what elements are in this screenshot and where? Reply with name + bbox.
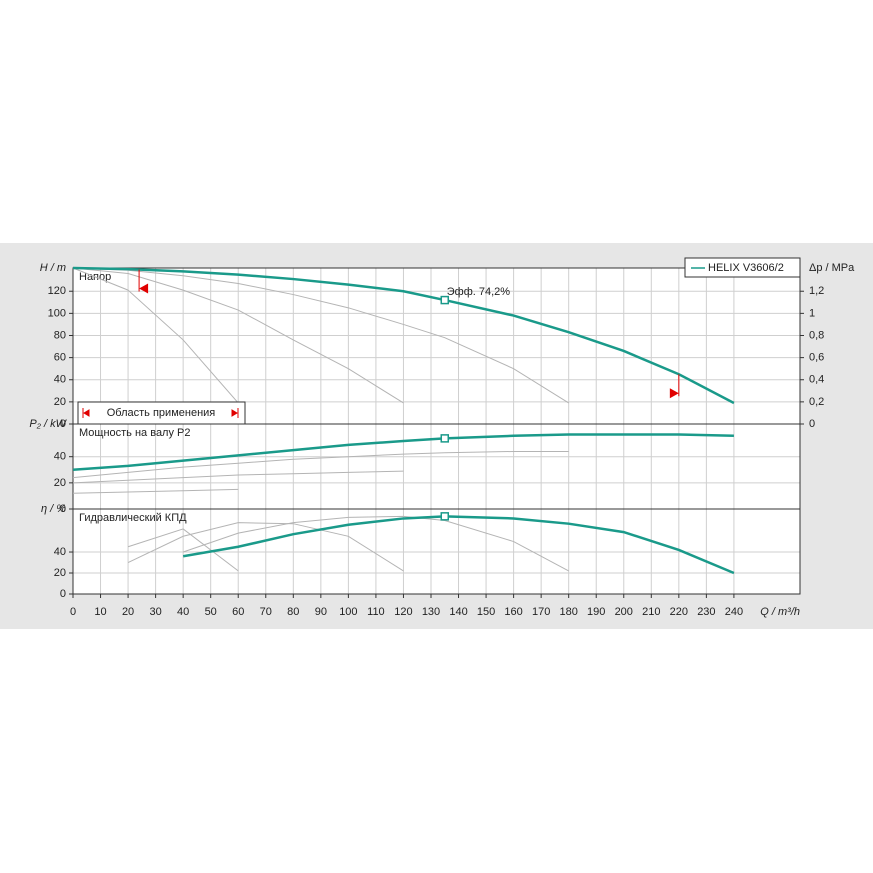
x-tick-label: 200 — [615, 606, 633, 618]
x-tick-label: 60 — [232, 606, 244, 618]
operating-point — [440, 512, 450, 521]
y2-tick-label: 0,8 — [809, 329, 824, 341]
x-tick-label: 150 — [477, 606, 495, 618]
y2-tick-label: 1 — [809, 307, 815, 319]
y-tick-label: 100 — [48, 307, 66, 319]
x-tick-label: 180 — [560, 606, 578, 618]
x-tick-label: 0 — [70, 606, 76, 618]
curve — [72, 266, 735, 405]
x-tick-label: 100 — [339, 606, 357, 618]
range-arrows — [82, 408, 239, 418]
curve — [127, 522, 404, 572]
curve — [72, 433, 734, 472]
x-tick-label: 10 — [94, 606, 106, 618]
curve — [72, 470, 404, 484]
y2-tick-label: 0,2 — [809, 396, 824, 408]
x-tick-label: 90 — [315, 606, 327, 618]
x-tick-label: 220 — [670, 606, 688, 618]
y-axis-label: P₂ / kW — [29, 418, 67, 430]
x-tick-label: 230 — [697, 606, 715, 618]
x-tick-label: 80 — [287, 606, 299, 618]
y-tick-label: 20 — [54, 567, 66, 579]
range-marker — [139, 283, 149, 294]
curve — [72, 488, 239, 494]
y-tick-label: 120 — [48, 285, 66, 297]
y-axis-label: η / % — [41, 503, 66, 515]
operating-point — [440, 434, 450, 443]
legend-label: HELIX V3606/2 — [708, 262, 784, 274]
y-tick-label: 0 — [60, 588, 66, 600]
y2-tick-label: 1,2 — [809, 285, 824, 297]
x-tick-label: 110 — [367, 606, 385, 618]
x-tick-label: 210 — [642, 606, 660, 618]
x-tick-label: 50 — [205, 606, 217, 618]
range-marker — [669, 388, 679, 399]
operating-point — [440, 295, 450, 305]
y-tick-label: 0 — [60, 503, 66, 515]
x-tick-label: 130 — [422, 606, 440, 618]
panel-title: Мощность на валу P2 — [79, 427, 191, 439]
y2-tick-label: 0,4 — [809, 374, 824, 386]
x-tick-label: 70 — [260, 606, 272, 618]
operating-point-label: Эфф. 74,2% — [447, 286, 511, 298]
x-tick-label: 170 — [532, 606, 550, 618]
range-label: Область применения — [107, 407, 216, 419]
curve — [72, 267, 404, 404]
curve — [72, 267, 569, 404]
x-tick-label: 160 — [504, 606, 522, 618]
curve — [72, 450, 569, 479]
curve — [127, 528, 239, 572]
y2-axis-label: Δp / MPa — [809, 262, 855, 274]
y2-tick-label: 0,6 — [809, 352, 824, 364]
y-axis-label: H / m — [40, 262, 66, 274]
x-tick-label: 190 — [587, 606, 605, 618]
x-tick-label: 30 — [149, 606, 161, 618]
y-tick-label: 80 — [54, 329, 66, 341]
curve — [182, 515, 569, 572]
x-tick-label: 40 — [177, 606, 189, 618]
panel-title: Гидравлический КПД — [79, 512, 187, 524]
y-tick-label: 20 — [54, 477, 66, 489]
y-tick-label: 40 — [54, 451, 66, 463]
x-tick-label: 120 — [394, 606, 412, 618]
y-tick-label: 60 — [54, 352, 66, 364]
x-tick-label: 140 — [449, 606, 467, 618]
y-tick-label: 40 — [54, 374, 66, 386]
curve — [72, 267, 239, 404]
y-tick-label: 20 — [54, 396, 66, 408]
x-tick-label: 20 — [122, 606, 134, 618]
x-axis-label: Q / m³/h — [760, 606, 800, 618]
y-tick-label: 0 — [60, 418, 66, 430]
y2-tick-label: 0 — [809, 418, 815, 430]
legend-box — [684, 257, 801, 278]
plot-frame — [72, 508, 801, 595]
x-tick-label: 240 — [725, 606, 743, 618]
y-tick-label: 40 — [54, 546, 66, 558]
